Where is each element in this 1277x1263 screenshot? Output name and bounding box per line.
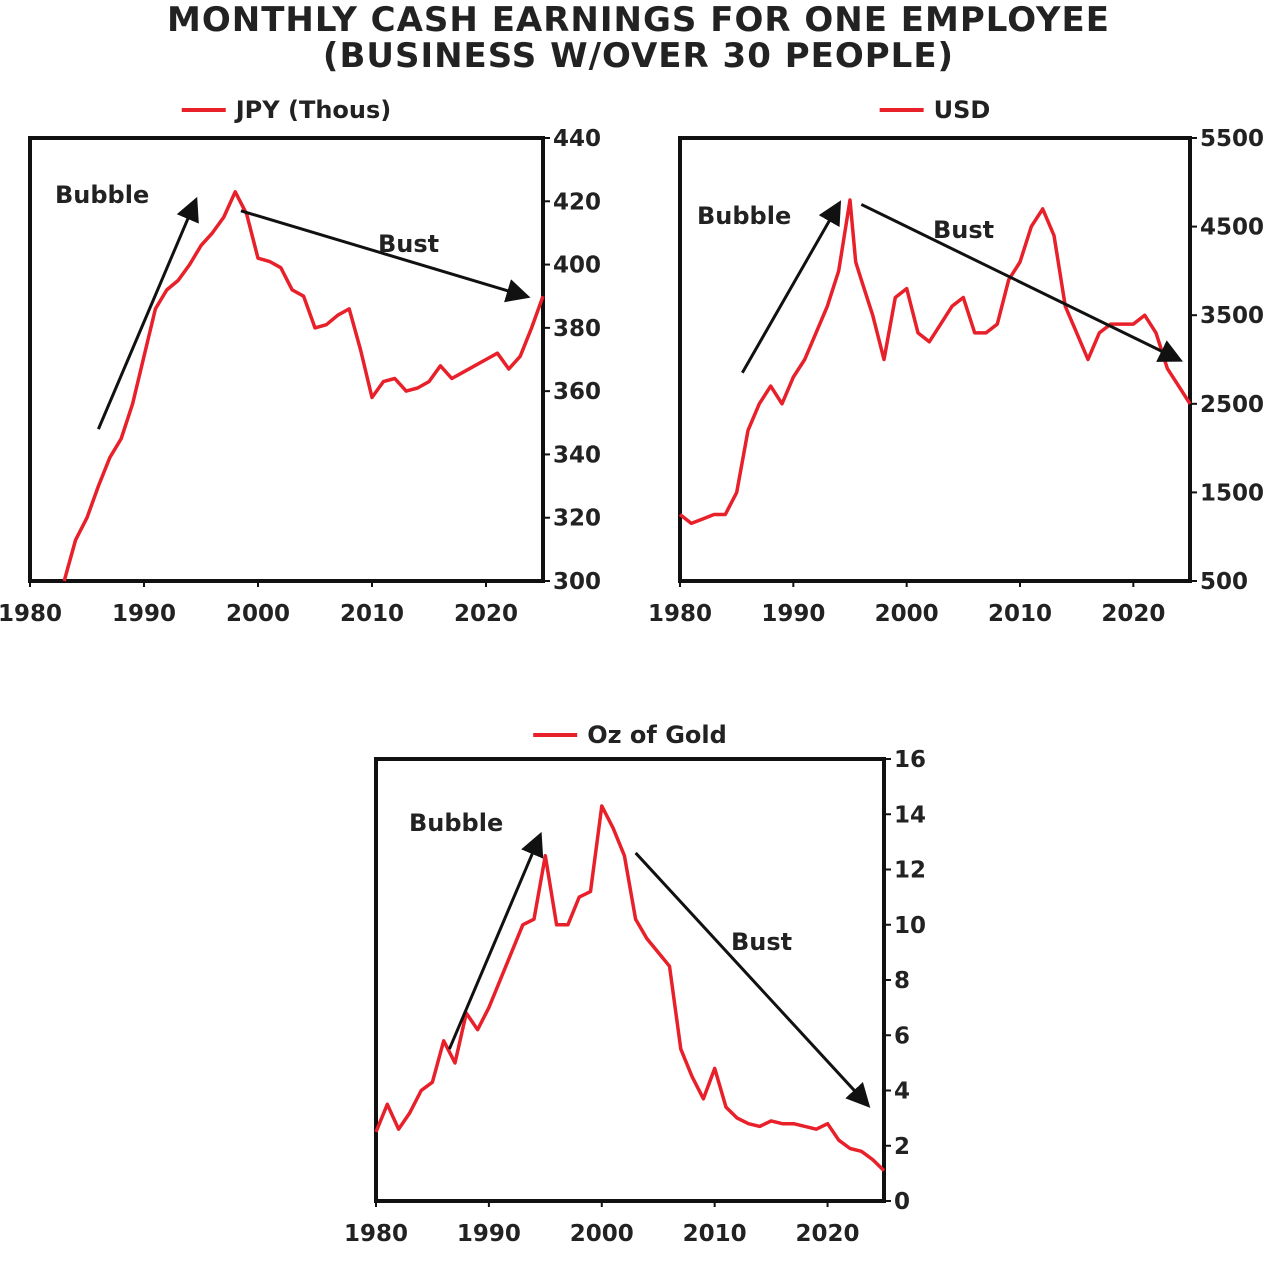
chart-panel-3: 0 2 4 6 8 10 12 14 16 1980 1990 2000 2010 2020 Oz of G…	[344, 721, 926, 1247]
plot-frame	[28, 136, 545, 583]
legend: USD	[879, 96, 991, 124]
x-tick-label: 1990	[761, 601, 825, 627]
y-tick-label: 500	[1200, 569, 1248, 595]
x-tick-label: 1990	[112, 601, 176, 627]
x-tick-label: 1980	[344, 1221, 408, 1247]
annotation-arrow	[97, 196, 199, 430]
y-tick-label: 2500	[1200, 392, 1264, 418]
x-tick-label: 2010	[683, 1221, 747, 1247]
y-tick-label: 6	[894, 1023, 910, 1049]
legend-label: JPY (Thous)	[234, 96, 392, 124]
chart-panel-2: 500 1500 2500 3500 4500 5500 1980 1990 2000 2010 2…	[648, 96, 1264, 627]
annotation-label: Bust	[731, 928, 792, 956]
x-tick-label: 2010	[340, 601, 404, 627]
series-line	[678, 198, 1192, 526]
y-tick-label: 400	[553, 253, 601, 279]
x-tick-label: 1980	[0, 601, 62, 627]
chart-title-line-1: MONTHLY CASH EARNINGS FOR ONE EMPLOYEE	[167, 0, 1110, 40]
x-tick-label: 1980	[648, 601, 712, 627]
y-tick-label: 360	[553, 379, 601, 405]
y-tick-label: 4500	[1200, 215, 1264, 241]
y-tick-label: 4	[894, 1079, 910, 1105]
legend-label: Oz of Gold	[587, 721, 727, 749]
legend-label: USD	[934, 96, 991, 124]
annotation-arrow	[447, 831, 544, 1050]
y-tick-label: 320	[553, 506, 601, 532]
y-tick-label: 2	[894, 1134, 910, 1160]
y-tick-label: 12	[894, 858, 926, 884]
annotation-arrow	[860, 203, 1183, 362]
y-tick-label: 0	[894, 1189, 910, 1215]
y-tick-label: 440	[553, 126, 601, 152]
x-tick-label: 2000	[226, 601, 290, 627]
annotation-label: Bubble	[55, 181, 149, 209]
x-tick-label: 2020	[796, 1221, 860, 1247]
y-tick-label: 1500	[1200, 480, 1264, 506]
y-tick-label: 5500	[1200, 126, 1264, 152]
y-tick-label: 300	[553, 569, 601, 595]
x-tick-label: 2010	[988, 601, 1052, 627]
annotation-arrow	[741, 200, 842, 374]
series-line	[62, 190, 545, 582]
chart-panel-1: 300 320 340 360 380 400 420 440 1980 1990 2000 2010…	[0, 96, 601, 627]
chart-title-line-2: (BUSINESS W/OVER 30 PEOPLE)	[322, 36, 955, 76]
annotation-label: Bust	[378, 230, 439, 258]
annotation-arrow	[240, 209, 531, 303]
annotation-label: Bubble	[409, 809, 503, 837]
y-tick-label: 3500	[1200, 303, 1264, 329]
y-tick-label: 340	[553, 442, 601, 468]
x-tick-label: 1990	[457, 1221, 521, 1247]
annotation-arrow	[634, 851, 871, 1108]
y-tick-label: 420	[553, 189, 601, 215]
plot-frame	[678, 136, 1192, 583]
x-tick-label: 2000	[875, 601, 939, 627]
y-tick-label: 16	[894, 747, 926, 773]
legend: Oz of Gold	[533, 721, 727, 749]
x-tick-label: 2020	[454, 601, 518, 627]
x-tick-label: 2020	[1101, 601, 1165, 627]
y-tick-label: 8	[894, 968, 910, 994]
y-tick-label: 14	[894, 802, 926, 828]
chart-title: MONTHLY CASH EARNINGS FOR ONE EMPLOYEE (…	[0, 2, 1277, 74]
y-tick-label: 10	[894, 913, 926, 939]
legend: JPY (Thous)	[181, 96, 392, 124]
annotation-label: Bust	[933, 216, 994, 244]
series-line	[374, 804, 886, 1172]
x-tick-label: 2000	[570, 1221, 634, 1247]
y-tick-label: 380	[553, 316, 601, 342]
annotation-label: Bubble	[697, 202, 791, 230]
